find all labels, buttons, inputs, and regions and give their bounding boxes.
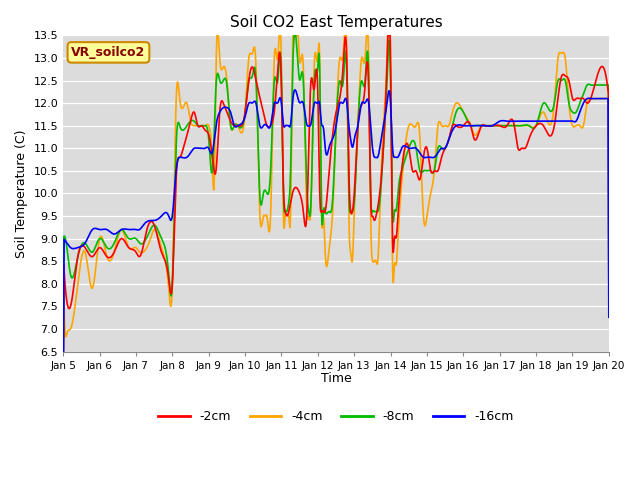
X-axis label: Time: Time — [321, 372, 351, 385]
Y-axis label: Soil Temperature (C): Soil Temperature (C) — [15, 129, 28, 258]
Legend: -2cm, -4cm, -8cm, -16cm: -2cm, -4cm, -8cm, -16cm — [154, 405, 518, 428]
Title: Soil CO2 East Temperatures: Soil CO2 East Temperatures — [230, 15, 442, 30]
Text: VR_soilco2: VR_soilco2 — [71, 46, 146, 59]
